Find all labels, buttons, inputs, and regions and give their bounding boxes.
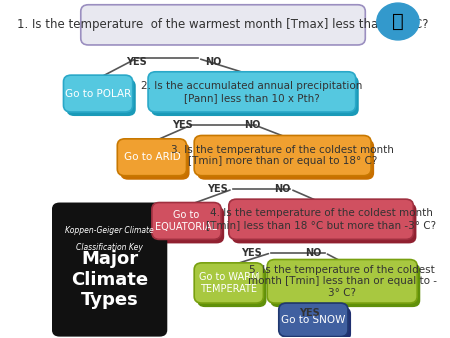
Text: Go to ARID: Go to ARID [124,152,180,162]
FancyBboxPatch shape [232,203,416,243]
FancyBboxPatch shape [81,5,365,45]
Text: YES: YES [172,120,193,130]
Text: YES: YES [126,57,147,67]
Text: NO: NO [274,184,291,194]
FancyBboxPatch shape [279,303,348,337]
FancyBboxPatch shape [67,79,136,116]
FancyBboxPatch shape [148,72,356,112]
Text: YES: YES [299,308,320,318]
Text: 4. Is the temperature of the coldest month
[Tmin] less than 18 °C but more than : 4. Is the temperature of the coldest mon… [206,209,436,230]
FancyBboxPatch shape [152,202,221,239]
Text: 🌍: 🌍 [392,12,404,31]
FancyBboxPatch shape [197,140,374,180]
Text: 5. Is the temperature of the coldest
month [Tmin] less than or equal to -
3° C?: 5. Is the temperature of the coldest mon… [248,265,436,298]
Text: 3. Is the temperature of the coldest month
[Tmin] more than or equal to 18° C?: 3. Is the temperature of the coldest mon… [171,145,394,166]
Text: YES: YES [242,248,262,258]
Text: YES: YES [207,184,228,194]
FancyBboxPatch shape [270,264,420,307]
Text: Go to POLAR: Go to POLAR [65,89,131,99]
Text: Go to
EQUATORIAL: Go to EQUATORIAL [155,210,217,232]
Text: Major
Climate
Types: Major Climate Types [71,250,148,309]
Text: Koppen-Geiger Climate: Koppen-Geiger Climate [65,226,154,235]
FancyBboxPatch shape [52,202,167,337]
FancyBboxPatch shape [117,139,186,176]
Text: Go to WARM
TEMPERATE: Go to WARM TEMPERATE [198,272,259,294]
FancyBboxPatch shape [63,75,133,112]
Text: 1. Is the temperature  of the warmest month [Tmax] less than 10° C?: 1. Is the temperature of the warmest mon… [17,18,429,31]
Text: NO: NO [305,248,322,258]
FancyBboxPatch shape [267,260,417,303]
FancyBboxPatch shape [282,307,351,338]
Text: Classification Key: Classification Key [76,243,143,252]
FancyBboxPatch shape [151,76,359,116]
Text: 2. Is the accumulated annual precipitation
[Pann] less than 10 x Pth?: 2. Is the accumulated annual precipitati… [141,81,363,103]
FancyBboxPatch shape [81,6,94,43]
Text: NO: NO [205,57,221,67]
FancyBboxPatch shape [155,207,224,243]
Text: NO: NO [244,120,260,130]
FancyBboxPatch shape [194,263,263,303]
Circle shape [377,3,419,40]
FancyBboxPatch shape [121,143,189,180]
FancyBboxPatch shape [194,136,371,176]
FancyBboxPatch shape [197,267,266,307]
Text: Go to SNOW: Go to SNOW [281,315,346,325]
FancyBboxPatch shape [229,199,414,239]
